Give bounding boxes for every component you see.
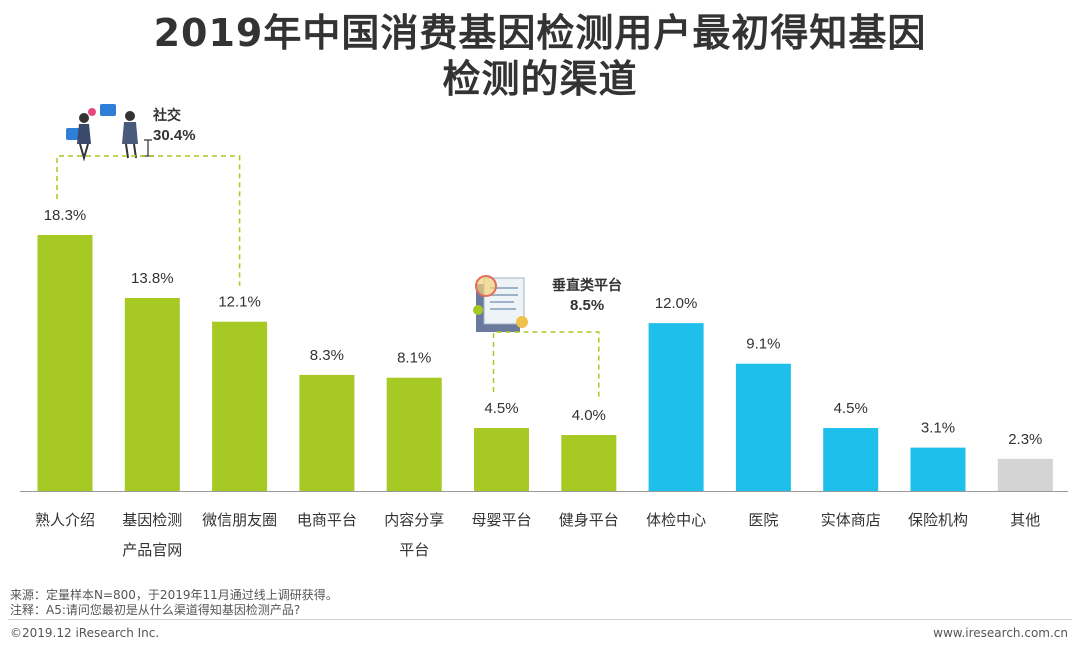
- bar-2: [212, 321, 268, 491]
- category-label: 熟人介绍: [35, 511, 95, 529]
- bar-5: [474, 428, 529, 491]
- category-label: 其他: [1010, 511, 1040, 529]
- category-label: 保险机构: [908, 511, 968, 529]
- annotation-label: 垂直类平台: [552, 277, 622, 294]
- copyright: ©2019.12 iResearch Inc.: [10, 626, 160, 640]
- bar-11: [997, 458, 1053, 491]
- bar-value-label: 8.1%: [397, 350, 431, 367]
- bar-value-label: 18.3%: [44, 207, 87, 224]
- annotation-label: 社交: [152, 107, 181, 124]
- bar-4: [386, 377, 442, 491]
- category-label: 微信朋友圈: [202, 511, 277, 529]
- bar-10: [910, 447, 966, 491]
- category-label: 基因检测: [122, 511, 182, 529]
- category-label: 体检中心: [646, 511, 706, 529]
- bar-value-label: 4.5%: [834, 400, 868, 417]
- bar-value-label: 4.5%: [484, 400, 518, 417]
- bar-3: [299, 374, 355, 491]
- bar-value-label: 12.1%: [218, 294, 261, 311]
- bar-9: [823, 428, 879, 491]
- bar-value-label: 3.1%: [921, 420, 955, 437]
- annotation-value: 30.4%: [153, 127, 196, 144]
- footer-divider: [8, 619, 1072, 620]
- annotation-value: 8.5%: [570, 297, 604, 314]
- bar-value-label: 9.1%: [746, 336, 780, 353]
- bar-value-label: 8.3%: [310, 347, 344, 364]
- category-label: 产品官网: [122, 541, 182, 559]
- bar-1: [124, 297, 180, 491]
- bar-6: [561, 435, 617, 491]
- chart-title-line-2: 检测的渠道: [442, 57, 638, 101]
- category-label: 电商平台: [297, 511, 357, 529]
- category-label: 医院: [748, 511, 778, 529]
- bar-0: [37, 235, 93, 491]
- category-label: 平台: [399, 541, 429, 559]
- bar-value-label: 2.3%: [1008, 431, 1042, 448]
- bar-7: [648, 323, 704, 491]
- source-note: 来源：定量样本N=800，于2019年11月通过线上调研获得。: [10, 588, 338, 602]
- category-label: 内容分享: [384, 511, 444, 529]
- bar-value-label: 13.8%: [131, 270, 174, 287]
- bar-value-label: 12.0%: [655, 295, 698, 312]
- annotation-note: 注释：A5:请问您最初是从什么渠道得知基因检测产品?: [10, 603, 301, 617]
- search-document-illustration: [473, 275, 528, 332]
- social-people-illustration: [66, 104, 154, 162]
- bar-8: [735, 363, 791, 491]
- chart-title: 2019年中国消费基因检测用户最初得知基因 检测的渠道: [0, 10, 1080, 102]
- category-label: 实体商店: [821, 511, 881, 529]
- category-label: 母婴平台: [471, 511, 531, 529]
- category-label: 健身平台: [559, 511, 619, 529]
- bracket-line: [492, 331, 600, 400]
- bracket-line: [56, 155, 241, 286]
- bar-value-label: 4.0%: [572, 407, 606, 424]
- website-link[interactable]: www.iresearch.com.cn: [933, 626, 1068, 640]
- chart-title-line-1: 2019年中国消费基因检测用户最初得知基因: [153, 11, 927, 55]
